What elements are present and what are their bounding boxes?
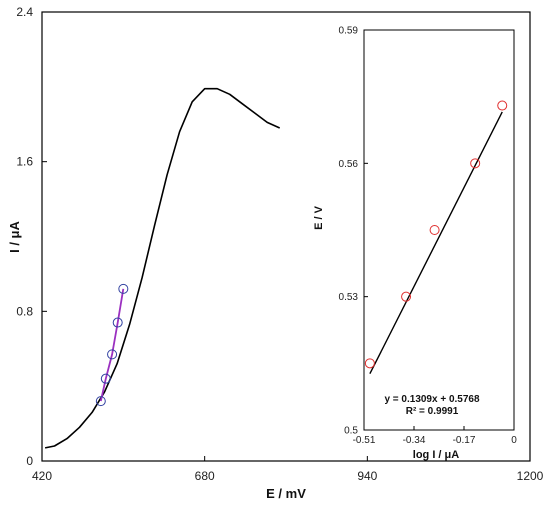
main-x-tick-label: 1200 [517, 469, 544, 483]
inset-data-point [364, 358, 375, 369]
inset-r-squared: R² = 0.9991 [406, 406, 459, 417]
inset-equation: y = 0.1309x + 0.5768 [384, 394, 480, 405]
main-y-axis-title: I / μA [7, 220, 22, 252]
inset-x-tick-label: -0.34 [403, 435, 426, 446]
main-series [44, 87, 281, 449]
main-y-tick-label: 2.4 [16, 5, 33, 19]
main-x-tick-label: 940 [357, 469, 377, 483]
main-data-point [95, 396, 106, 407]
inset-x-tick-label: -0.51 [353, 435, 376, 446]
main-y-tick-label: 0 [26, 454, 33, 468]
main-data-point [112, 317, 123, 328]
inset-y-tick-label: 0.5 [344, 426, 358, 437]
inset-y-axis-title: E / V [313, 205, 325, 230]
inset-fit-line [369, 111, 503, 375]
inset-x-ticks: -0.51 -0.34 -0.17 0 [353, 426, 517, 446]
main-y-tick-label: 1.6 [16, 155, 33, 169]
main-voltammogram-line [44, 87, 281, 449]
inset-data-point [401, 291, 412, 302]
inset-x-tick-label: -0.17 [453, 435, 476, 446]
inset-data-point [470, 158, 481, 169]
inset-plot: -0.51 -0.34 -0.17 0 0.5 0.53 0.56 0.59 y = 0.1… [313, 26, 517, 462]
main-y-ticks: 0 0.8 1.6 2.4 [16, 5, 47, 468]
inset-y-tick-label: 0.56 [339, 159, 359, 170]
main-data-point [100, 373, 111, 384]
main-linear-segment-line [99, 288, 125, 402]
main-x-tick-label: 680 [195, 469, 215, 483]
main-y-tick-label: 0.8 [16, 304, 33, 318]
inset-series [364, 100, 508, 375]
main-x-axis-title: E / mV [266, 486, 306, 501]
inset-data-point [429, 225, 440, 235]
inset-data-point [497, 100, 508, 111]
inset-y-ticks: 0.5 0.53 0.56 0.59 [339, 26, 368, 437]
inset-x-axis-title: log I / μA [413, 449, 460, 461]
main-x-ticks: 420 680 940 1200 [32, 456, 544, 483]
inset-x-tick-label: 0 [511, 435, 517, 446]
inset-y-tick-label: 0.59 [339, 26, 359, 37]
main-data-point [107, 349, 118, 360]
inset-y-tick-label: 0.53 [339, 292, 359, 303]
main-x-tick-label: 420 [32, 469, 52, 483]
main-data-point [118, 283, 129, 294]
